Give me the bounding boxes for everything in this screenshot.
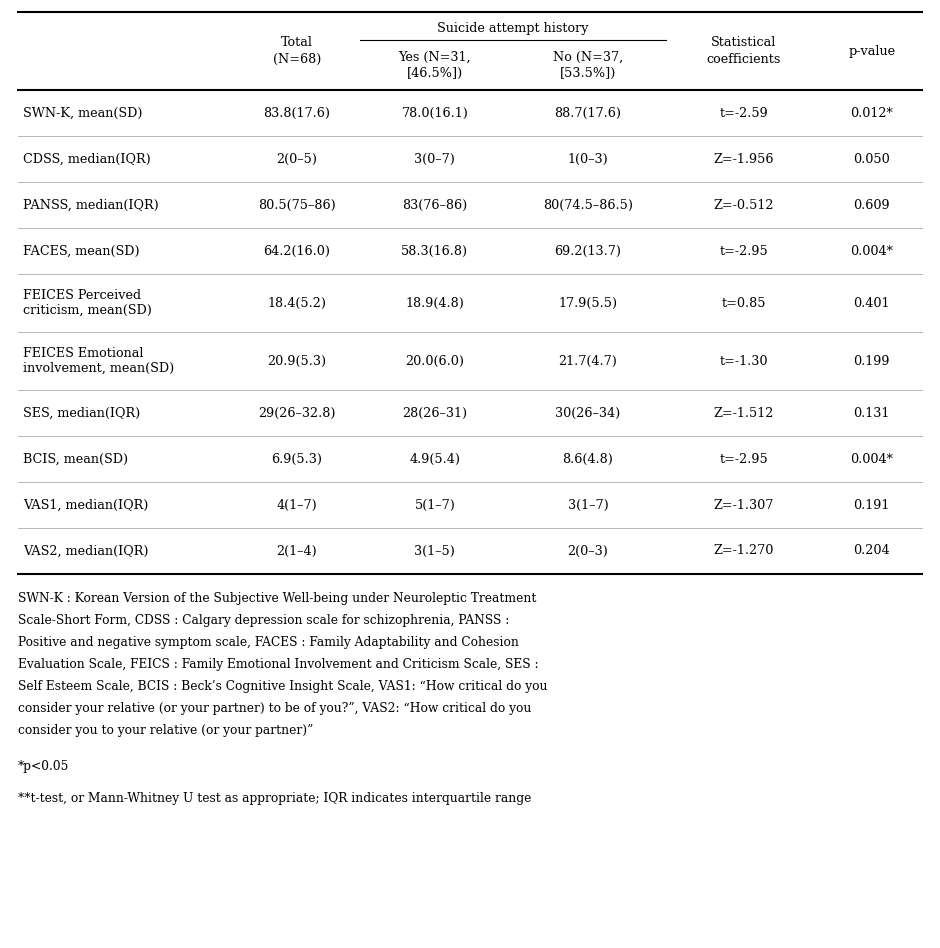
- Text: Scale-Short Form, CDSS : Calgary depression scale for schizophrenia, PANSS :: Scale-Short Form, CDSS : Calgary depress…: [18, 614, 509, 627]
- Text: 88.7(17.6): 88.7(17.6): [555, 106, 621, 119]
- Text: 0.050: 0.050: [854, 153, 890, 166]
- Text: SWN-K : Korean Version of the Subjective Well-being under Neuroleptic Treatment: SWN-K : Korean Version of the Subjective…: [18, 592, 537, 605]
- Text: consider your relative (or your partner) to be of you?”, VAS2: “How critical do : consider your relative (or your partner)…: [18, 702, 531, 715]
- Text: 78.0(16.1): 78.0(16.1): [401, 106, 468, 119]
- Text: t=-2.59: t=-2.59: [719, 106, 768, 119]
- Text: Z=-0.512: Z=-0.512: [713, 198, 774, 211]
- Text: FEICES Emotional
involvement, mean(SD): FEICES Emotional involvement, mean(SD): [23, 347, 174, 375]
- Text: 17.9(5.5): 17.9(5.5): [558, 297, 618, 309]
- Text: VAS2, median(IQR): VAS2, median(IQR): [23, 544, 149, 557]
- Text: 64.2(16.0): 64.2(16.0): [263, 245, 330, 258]
- Text: 80(74.5–86.5): 80(74.5–86.5): [543, 198, 633, 211]
- Text: t=-1.30: t=-1.30: [719, 355, 768, 368]
- Text: 8.6(4.8): 8.6(4.8): [562, 452, 614, 465]
- Text: Z=-1.307: Z=-1.307: [713, 499, 774, 512]
- Text: 2(0–3): 2(0–3): [568, 544, 608, 557]
- Text: t=-2.95: t=-2.95: [719, 245, 768, 258]
- Text: 29(26–32.8): 29(26–32.8): [258, 407, 336, 420]
- Text: 18.9(4.8): 18.9(4.8): [405, 297, 464, 309]
- Text: 0.609: 0.609: [854, 198, 890, 211]
- Text: 6.9(5.3): 6.9(5.3): [272, 452, 322, 465]
- Text: 18.4(5.2): 18.4(5.2): [267, 297, 326, 309]
- Text: 0.401: 0.401: [854, 297, 890, 309]
- Text: 58.3(16.8): 58.3(16.8): [401, 245, 468, 258]
- Text: Z=-1.956: Z=-1.956: [713, 153, 774, 166]
- Text: 30(26–34): 30(26–34): [556, 407, 620, 420]
- Text: CDSS, median(IQR): CDSS, median(IQR): [23, 153, 150, 166]
- Text: Evaluation Scale, FEICS : Family Emotional Involvement and Criticism Scale, SES : Evaluation Scale, FEICS : Family Emotion…: [18, 658, 539, 671]
- Text: 0.199: 0.199: [854, 355, 890, 368]
- Text: t=0.85: t=0.85: [722, 297, 766, 309]
- Text: 3(1–5): 3(1–5): [415, 544, 455, 557]
- Text: 0.004*: 0.004*: [851, 245, 893, 258]
- Text: Z=-1.512: Z=-1.512: [713, 407, 774, 420]
- Text: consider you to your relative (or your partner)”: consider you to your relative (or your p…: [18, 724, 313, 737]
- Text: SWN-K, mean(SD): SWN-K, mean(SD): [23, 106, 143, 119]
- Text: 1(0–3): 1(0–3): [568, 153, 608, 166]
- Text: 0.012*: 0.012*: [851, 106, 893, 119]
- Text: Suicide attempt history: Suicide attempt history: [437, 22, 588, 34]
- Text: 0.191: 0.191: [854, 499, 890, 512]
- Text: t=-2.95: t=-2.95: [719, 452, 768, 465]
- Text: 20.9(5.3): 20.9(5.3): [267, 355, 326, 368]
- Text: 80.5(75–86): 80.5(75–86): [258, 198, 336, 211]
- Text: Total
(N=68): Total (N=68): [273, 36, 321, 66]
- Text: SES, median(IQR): SES, median(IQR): [23, 407, 140, 420]
- Text: Positive and negative symptom scale, FACES : Family Adaptability and Cohesion: Positive and negative symptom scale, FAC…: [18, 636, 519, 649]
- Text: 4(1–7): 4(1–7): [276, 499, 317, 512]
- Text: Statistical
coefficients: Statistical coefficients: [707, 36, 781, 66]
- Text: **t-test, or Mann-Whitney U test as appropriate; IQR indicates interquartile ran: **t-test, or Mann-Whitney U test as appr…: [18, 792, 531, 805]
- Text: 28(26–31): 28(26–31): [402, 407, 467, 420]
- Text: 0.131: 0.131: [854, 407, 890, 420]
- Text: 0.204: 0.204: [854, 544, 890, 557]
- Text: *p<0.05: *p<0.05: [18, 760, 70, 773]
- Text: FEICES Perceived
criticism, mean(SD): FEICES Perceived criticism, mean(SD): [23, 289, 152, 317]
- Text: 20.0(6.0): 20.0(6.0): [405, 355, 464, 368]
- Text: No (N=37,
[53.5%]): No (N=37, [53.5%]): [553, 50, 623, 80]
- Text: 83(76–86): 83(76–86): [402, 198, 467, 211]
- Text: p-value: p-value: [848, 45, 895, 58]
- Text: Self Esteem Scale, BCIS : Beck’s Cognitive Insight Scale, VAS1: “How critical do: Self Esteem Scale, BCIS : Beck’s Cogniti…: [18, 680, 547, 693]
- Text: 0.004*: 0.004*: [851, 452, 893, 465]
- Text: 3(1–7): 3(1–7): [568, 499, 608, 512]
- Text: 21.7(4.7): 21.7(4.7): [558, 355, 618, 368]
- Text: 4.9(5.4): 4.9(5.4): [409, 452, 461, 465]
- Text: FACES, mean(SD): FACES, mean(SD): [23, 245, 140, 258]
- Text: 2(0–5): 2(0–5): [276, 153, 317, 166]
- Text: Z=-1.270: Z=-1.270: [713, 544, 774, 557]
- Text: 83.8(17.6): 83.8(17.6): [263, 106, 330, 119]
- Text: PANSS, median(IQR): PANSS, median(IQR): [23, 198, 159, 211]
- Text: 69.2(13.7): 69.2(13.7): [555, 245, 621, 258]
- Text: 5(1–7): 5(1–7): [415, 499, 455, 512]
- Text: VAS1, median(IQR): VAS1, median(IQR): [23, 499, 149, 512]
- Text: 2(1–4): 2(1–4): [276, 544, 317, 557]
- Text: Yes (N=31,
[46.5%]): Yes (N=31, [46.5%]): [399, 50, 471, 80]
- Text: 3(0–7): 3(0–7): [415, 153, 455, 166]
- Text: BCIS, mean(SD): BCIS, mean(SD): [23, 452, 128, 465]
